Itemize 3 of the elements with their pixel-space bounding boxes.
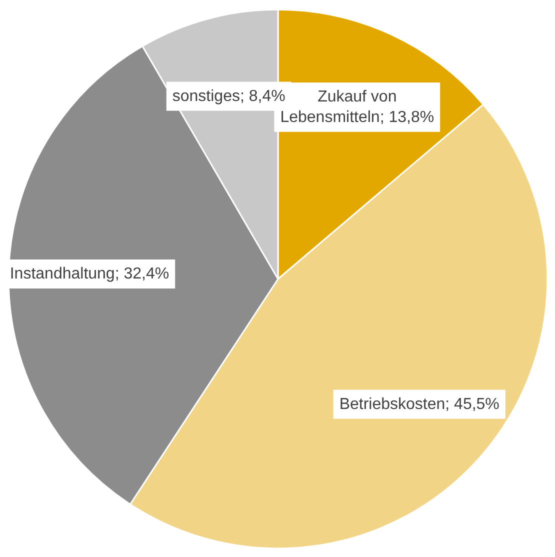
slice-label: Betriebskosten; 45,5% — [339, 396, 500, 413]
slice-label: sonstiges; 8,4% — [172, 88, 286, 105]
slice-label: Instandhaltung; 32,4% — [10, 265, 170, 282]
